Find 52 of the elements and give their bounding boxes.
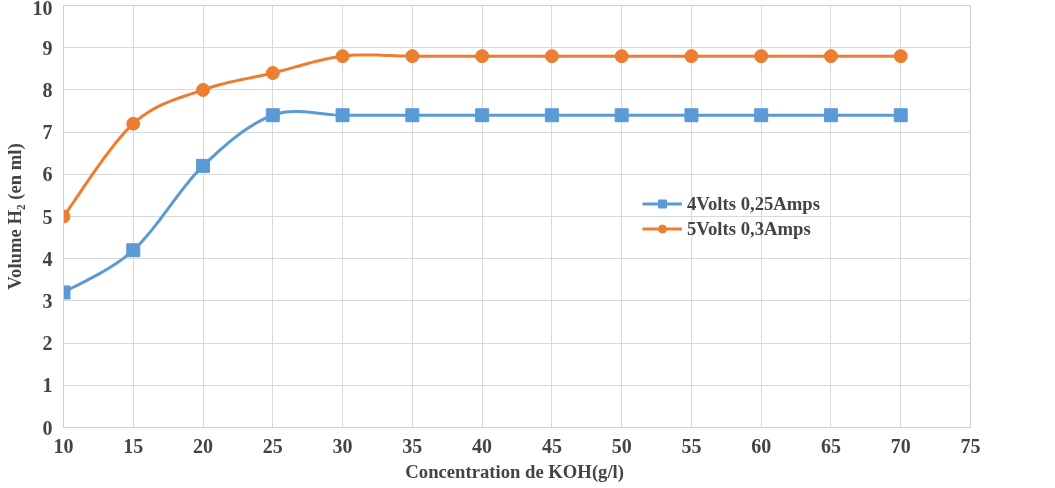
point (475, 108, 490, 123)
x-tick-label: 35 (402, 434, 423, 457)
point (684, 49, 699, 64)
y-tick-label: 9 (42, 36, 53, 59)
legend-label: 4Volts 0,25Amps (686, 192, 820, 215)
y-tick-label: 8 (42, 78, 53, 101)
x-tick-label: 45 (541, 434, 562, 457)
x-tick-label: 30 (332, 434, 353, 457)
x-tick-label: 65 (820, 434, 841, 457)
y-tick-label: 2 (42, 332, 53, 355)
point (196, 158, 211, 173)
y-tick-label: 10 (32, 0, 53, 19)
x-tick-label: 55 (681, 434, 702, 457)
point (405, 108, 420, 123)
point (265, 108, 280, 123)
x-tick-label: 20 (193, 434, 214, 457)
y-axis-title: Volume H₂ (en ml) (3, 143, 26, 290)
point (126, 116, 141, 131)
point (405, 49, 420, 64)
point (684, 108, 699, 123)
point (893, 49, 908, 64)
y-tick-label: 0 (42, 416, 53, 439)
point (823, 49, 838, 64)
point (475, 49, 490, 64)
x-tick-label: 25 (262, 434, 283, 457)
x-tick-label: 15 (123, 434, 144, 457)
point (614, 108, 629, 123)
y-tick-label: 6 (42, 163, 53, 186)
y-tick-label: 3 (42, 289, 53, 312)
x-tick-label: 60 (751, 434, 772, 457)
point (544, 49, 559, 64)
point (196, 82, 211, 97)
x-tick-label: 70 (890, 434, 911, 457)
point (754, 108, 769, 123)
point (614, 49, 629, 64)
y-tick-label: 5 (42, 205, 53, 228)
point (544, 108, 559, 123)
y-tick-label: 1 (42, 374, 53, 397)
point (893, 108, 908, 123)
y-tick-label: 4 (42, 247, 53, 270)
y-tick-label: 7 (42, 121, 53, 144)
point (335, 108, 350, 123)
point (126, 243, 141, 258)
point (335, 49, 350, 64)
point (754, 49, 769, 64)
x-tick-label: 75 (960, 434, 981, 457)
point (823, 108, 838, 123)
x-axis-title: Concentration de KOH(g/l) (405, 460, 625, 483)
legend-label: 5Volts 0,3Amps (686, 217, 811, 240)
x-tick-label: 50 (611, 434, 632, 457)
x-tick-label: 40 (472, 434, 493, 457)
point (265, 66, 280, 81)
